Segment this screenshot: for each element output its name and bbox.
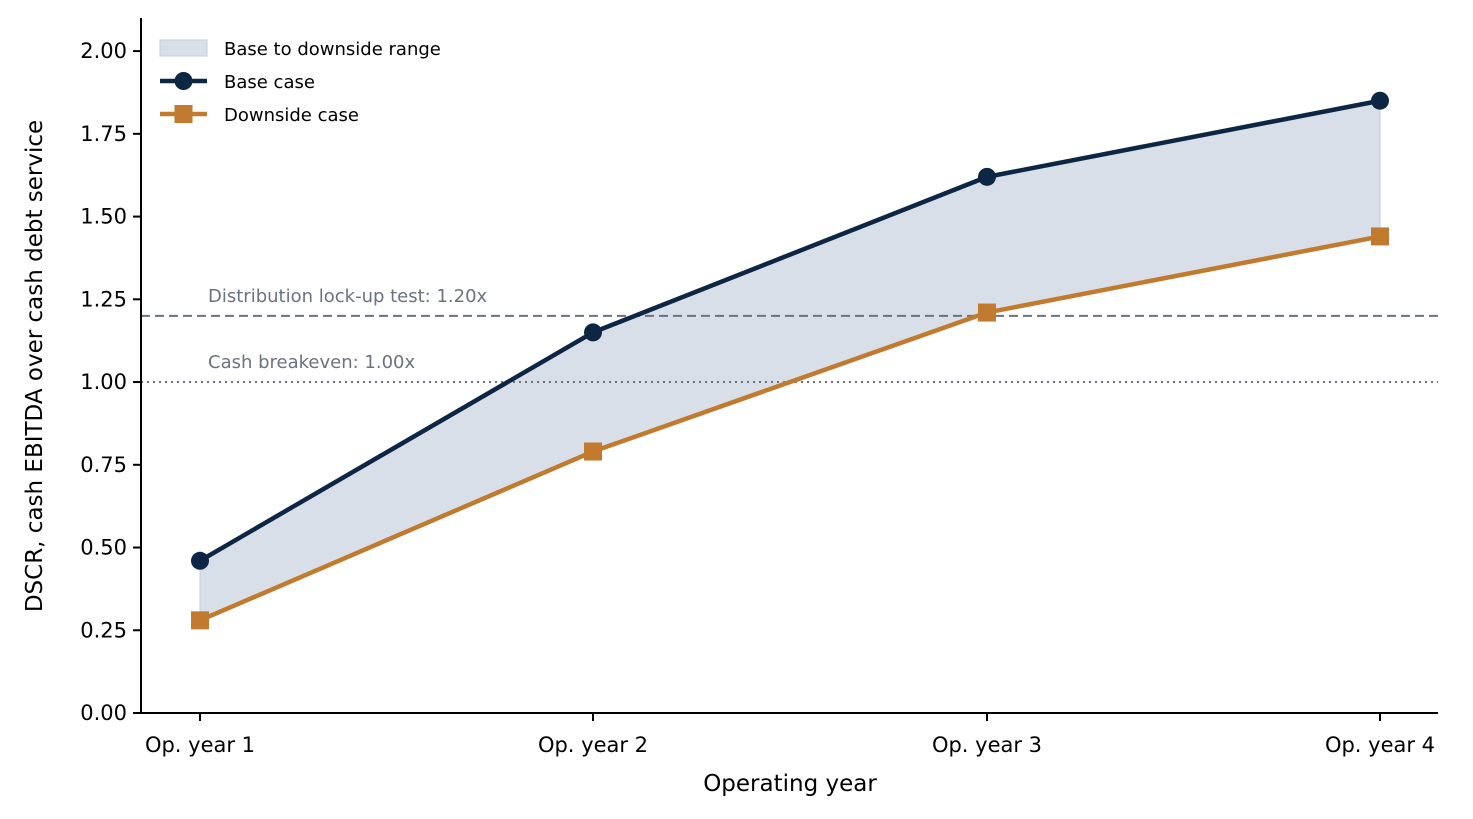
axes-layer: 0.00 0.25 0.50 0.75 1.00 1.25 1.50 1.75 2.00 Op. … (80, 18, 1438, 757)
legend-label-base: Base case (224, 72, 315, 93)
y-tick-label: 0.75 (80, 453, 127, 477)
y-tick-label: 1.75 (80, 122, 127, 146)
x-tick-label: Op. year 2 (538, 733, 648, 757)
downside-case-point (978, 303, 996, 322)
y-tick-label: 2.00 (80, 39, 127, 63)
x-tick-label: Op. year 3 (932, 733, 1042, 757)
downside-case-point (1371, 227, 1389, 246)
base-case-point (978, 167, 996, 186)
base-case-point (1371, 91, 1389, 110)
downside-case-line (199, 234, 1381, 623)
series-layer (191, 91, 1389, 630)
y-tick-label: 1.50 (80, 205, 127, 229)
y-tick-label: 0.25 (80, 618, 127, 642)
base-case-point (191, 551, 209, 570)
legend-band-swatch (159, 39, 208, 57)
base-case-line (198, 98, 1381, 563)
y-tick-label: 0.50 (80, 536, 127, 560)
legend-downside-marker (174, 105, 193, 123)
legend-label-band: Base to downside range (224, 39, 441, 60)
legend-label-downside: Downside case (224, 105, 359, 126)
lockup-reference-label: Distribution lock-up test: 1.20x (208, 286, 488, 307)
breakeven-reference-label: Cash breakeven: 1.00x (208, 352, 415, 373)
legend-base-marker (174, 72, 193, 90)
downside-case-point (584, 442, 602, 461)
x-tick-label: Op. year 1 (145, 733, 255, 757)
downside-case-point (191, 611, 209, 630)
y-axis-title: DSCR, cash EBITDA over cash debt service (22, 120, 48, 612)
legend: Base to downside range Base case Downside … (159, 39, 441, 126)
x-tick-label: Op. year 4 (1325, 733, 1435, 757)
y-tick-label: 1.00 (80, 370, 127, 394)
y-tick-label: 1.25 (80, 287, 127, 311)
base-case-point (584, 323, 602, 342)
x-axis-title: Operating year (703, 771, 877, 797)
y-tick-label: 0.00 (80, 701, 127, 725)
